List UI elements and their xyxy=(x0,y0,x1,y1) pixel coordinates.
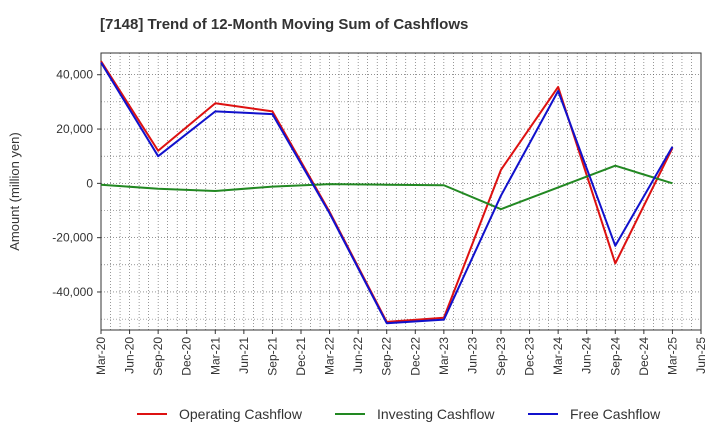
series-line-3 xyxy=(100,61,674,325)
x-tick-label: Jun-22 xyxy=(351,337,365,374)
x-tick-label: Dec-23 xyxy=(523,337,537,376)
x-tick-label: Mar-25 xyxy=(665,337,679,375)
plot-area xyxy=(101,53,701,330)
x-tick-label: Sep-22 xyxy=(380,337,394,376)
x-tick-label: Jun-21 xyxy=(237,337,251,374)
x-tick-label: Dec-24 xyxy=(637,337,651,376)
x-tick-label: Jun-20 xyxy=(123,337,137,374)
y-tick-label: -40,000 xyxy=(52,285,93,299)
x-tick-label: Mar-21 xyxy=(208,337,222,375)
x-tick-label: Sep-21 xyxy=(265,337,279,376)
y-tick-label: 0 xyxy=(86,176,93,190)
plot-frame xyxy=(100,52,702,331)
x-tick-label: Mar-24 xyxy=(551,337,565,375)
y-tick-label: 40,000 xyxy=(56,68,93,82)
y-axis-label: Amount (million yen) xyxy=(7,132,22,251)
x-tick-label: Mar-23 xyxy=(437,337,451,375)
x-tick-label: Sep-20 xyxy=(151,337,165,376)
x-tick-label: Jun-24 xyxy=(580,337,594,374)
y-tick-label: 20,000 xyxy=(56,122,93,136)
x-tick-label: Mar-20 xyxy=(94,337,108,375)
x-tick-label: Mar-22 xyxy=(323,337,337,375)
x-tick-label: Sep-23 xyxy=(494,337,508,376)
x-tick-label: Dec-22 xyxy=(408,337,422,376)
x-tick-label: Jun-25 xyxy=(694,337,708,374)
x-tick-label: Dec-20 xyxy=(180,337,194,376)
legend-label-2: Investing Cashflow xyxy=(377,406,495,422)
y-tick-label: -20,000 xyxy=(52,231,93,245)
series-line-2 xyxy=(100,164,673,211)
x-tick-label: Sep-24 xyxy=(608,337,622,376)
legend-label-1: Operating Cashflow xyxy=(179,406,303,422)
x-tick-label: Jun-23 xyxy=(465,337,479,374)
x-tick-label: Dec-21 xyxy=(294,337,308,376)
chart-title: [7148] Trend of 12-Month Moving Sum of C… xyxy=(100,16,469,33)
legend-label-3: Free Cashflow xyxy=(570,406,661,422)
